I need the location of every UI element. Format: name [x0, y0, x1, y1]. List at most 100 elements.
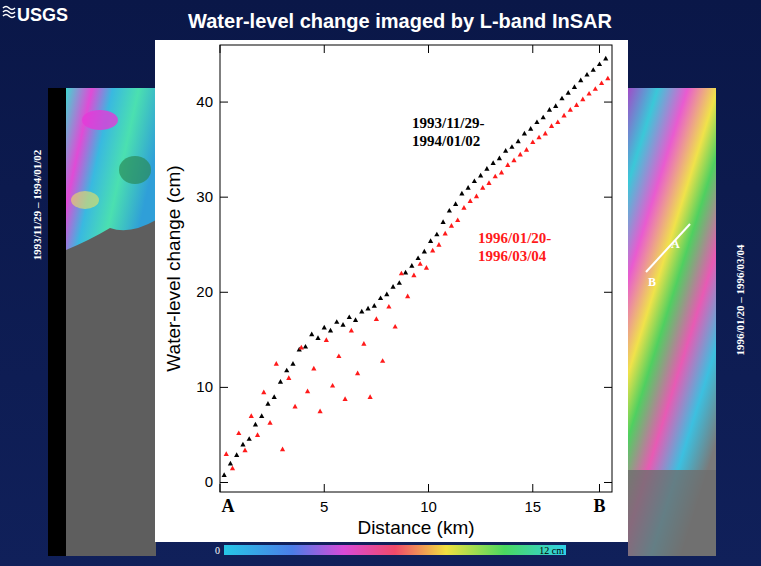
point [530, 139, 535, 144]
point [274, 361, 279, 366]
point [393, 324, 398, 329]
colorbar [224, 545, 566, 555]
logo-text: USGS [17, 5, 68, 25]
x-tick-label: B [593, 496, 605, 516]
x-tick [532, 45, 533, 53]
point [384, 292, 389, 297]
point [449, 223, 454, 228]
point [315, 335, 320, 340]
point [343, 396, 348, 401]
point [372, 303, 377, 308]
point [574, 102, 579, 107]
profile-line [646, 224, 690, 272]
point [478, 173, 483, 178]
point [447, 208, 452, 213]
point [543, 131, 548, 136]
point [453, 201, 458, 206]
point [359, 309, 364, 314]
point [541, 115, 546, 120]
logo-wave [3, 7, 15, 10]
points [222, 56, 611, 477]
y-tick-label: 20 [196, 283, 213, 300]
point [455, 217, 460, 222]
point [265, 401, 270, 406]
point [355, 371, 360, 376]
point [553, 103, 558, 108]
point [486, 180, 491, 185]
point [461, 205, 466, 210]
point [290, 361, 295, 366]
point [474, 194, 479, 199]
left-image [48, 88, 156, 556]
point [399, 271, 404, 276]
map-label: A [671, 237, 680, 251]
point [349, 328, 354, 333]
point [549, 123, 554, 128]
point [547, 107, 552, 112]
image-color-area [66, 88, 156, 250]
point [334, 319, 339, 324]
point [559, 96, 564, 101]
y-tick-label: 0 [205, 473, 213, 490]
point [267, 420, 272, 425]
point [468, 198, 473, 203]
point [380, 358, 385, 363]
image-blotch [71, 191, 99, 209]
series-label-line: 1996/01/20- [478, 230, 551, 246]
point [255, 432, 260, 437]
point [365, 306, 370, 311]
point [459, 191, 464, 196]
label-backdrop [476, 229, 553, 265]
point [522, 131, 527, 136]
point [278, 379, 283, 384]
series-label: 1996/01/20-1996/03/04 [478, 230, 551, 264]
point [368, 394, 373, 399]
point [397, 280, 402, 285]
point [292, 404, 297, 409]
series-label: 1993/11/29-1994/01/02 [412, 115, 485, 149]
y-tick [604, 482, 612, 483]
point [430, 248, 435, 253]
point [347, 314, 352, 319]
point [424, 265, 429, 270]
point [466, 185, 471, 190]
image-color-area [628, 88, 716, 556]
point [516, 138, 521, 143]
point [284, 368, 289, 373]
point [586, 91, 591, 96]
point [536, 135, 541, 140]
point [386, 304, 391, 309]
point [240, 442, 245, 447]
point [280, 447, 285, 452]
label-backdrop [410, 114, 487, 150]
x-tick [599, 484, 600, 492]
point [591, 67, 596, 72]
right-image: AB [628, 88, 716, 556]
map-label: B [648, 275, 656, 289]
point [234, 452, 239, 457]
y-tick [604, 102, 612, 103]
point [493, 174, 498, 179]
x-axis-title: Distance (km) [357, 517, 474, 538]
plot-frame [220, 45, 612, 492]
logo-wave [3, 15, 15, 18]
point [491, 160, 496, 165]
point [247, 436, 252, 441]
point [228, 461, 233, 466]
point [286, 375, 291, 380]
point [572, 84, 577, 89]
point [555, 119, 560, 124]
point [418, 261, 423, 266]
side-label: 1993/11/29 – 1994/01/02 [31, 149, 43, 260]
point [428, 238, 433, 243]
logo: USGS [3, 5, 68, 25]
y-tick [220, 102, 228, 103]
point [249, 413, 254, 418]
point [353, 317, 358, 322]
point [441, 219, 446, 224]
chart-panel [155, 40, 628, 542]
point [499, 170, 504, 175]
point [322, 325, 327, 330]
image-ground [628, 470, 716, 556]
x-tick-label: 15 [524, 498, 541, 515]
